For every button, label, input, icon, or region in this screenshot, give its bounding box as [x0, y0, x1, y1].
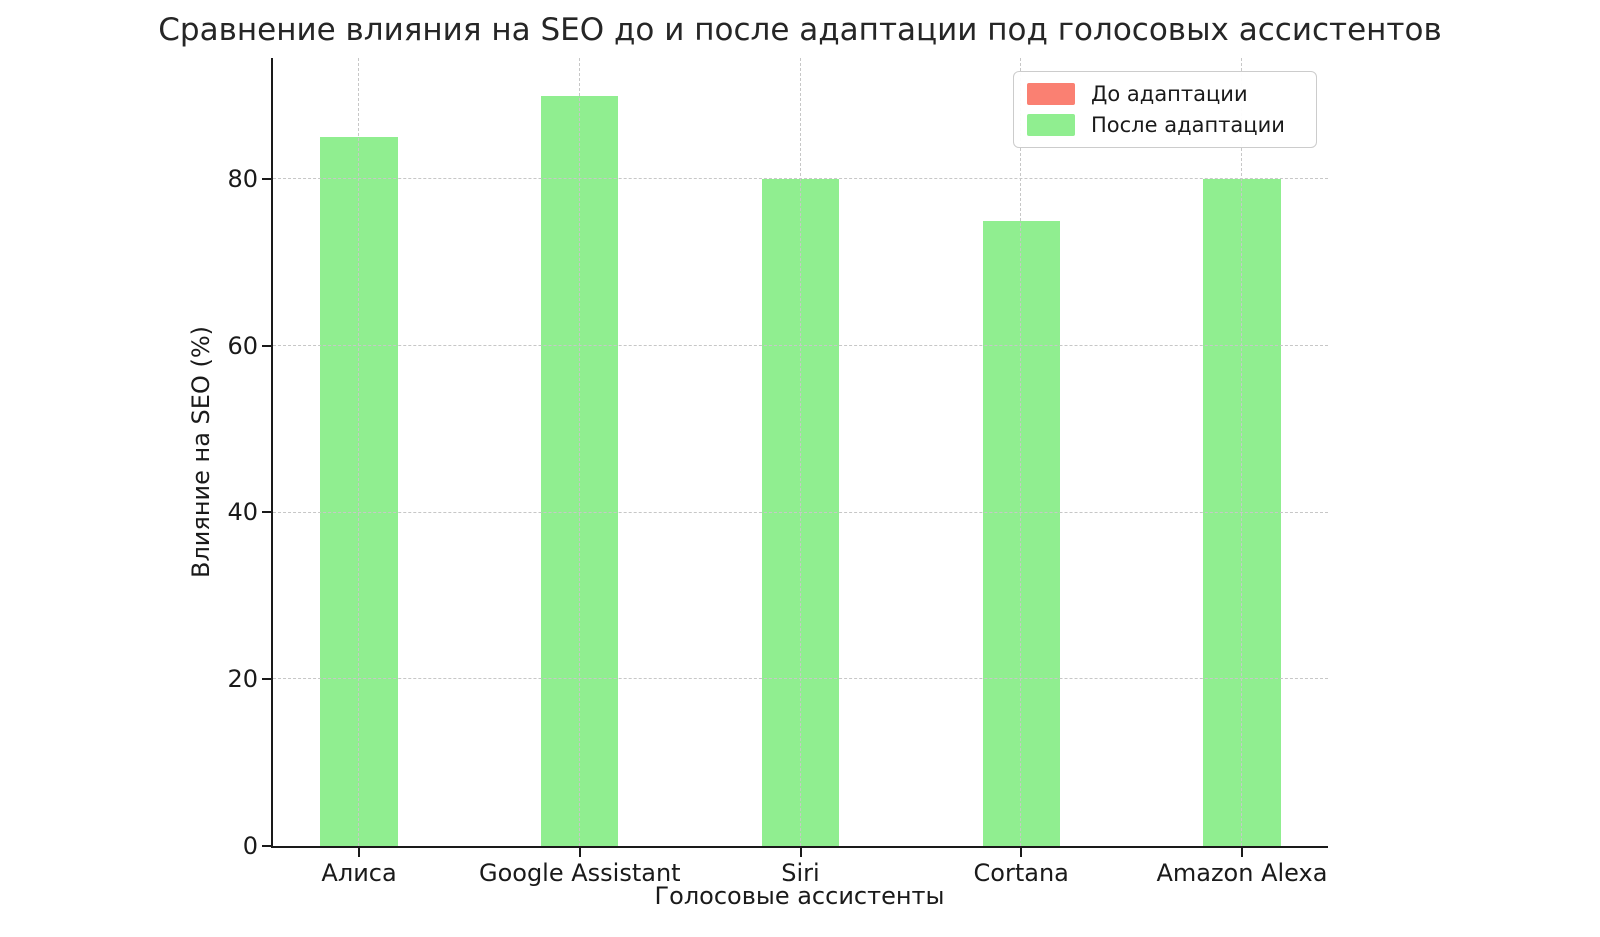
legend-item-before-adaptation: До адаптации [1027, 82, 1303, 106]
legend-swatch-after-adaptation-icon [1027, 113, 1075, 136]
y-tick-label-0: 0 [242, 832, 258, 860]
legend-item-after-adaptation: После адаптации [1027, 113, 1303, 137]
y-axis-label: Влияние на SEO (%) [187, 326, 215, 578]
x-tick-mark-5 [1240, 848, 1243, 857]
x-tick-label-2: Google Assistant [478, 859, 681, 887]
legend-swatch-before-adaptation-icon [1027, 83, 1075, 106]
y-tick-mark-80 [262, 177, 271, 180]
x-tick-label-4: Cortana [973, 859, 1069, 887]
y-tick-mark-20 [262, 678, 271, 681]
legend-label-after-adaptation: После адаптации [1091, 112, 1285, 137]
x-tick-mark-4 [1020, 848, 1023, 857]
gridline-x-5 [1241, 58, 1243, 846]
chart-title: Сравнение влияния на SEO до и после адап… [158, 12, 1442, 48]
gridline-x-1 [358, 58, 360, 846]
gridline-x-4 [1020, 58, 1022, 846]
x-tick-label-3: Siri [781, 859, 820, 887]
y-tick-mark-0 [262, 845, 271, 847]
x-axis-label: Голосовые ассистенты [654, 882, 945, 910]
x-tick-mark-2 [578, 848, 581, 857]
x-tick-mark-3 [799, 848, 802, 857]
gridline-x-2 [579, 58, 581, 846]
x-tick-label-5: Amazon Alexa [1156, 859, 1328, 887]
y-tick-mark-40 [262, 511, 271, 514]
plot-area: Алиса Google Assistant Siri Cortana Amazon A… [227, 58, 1328, 887]
gridline-x-3 [799, 58, 801, 846]
y-tick-label-20: 20 [227, 665, 258, 694]
y-tick-label-80: 80 [227, 164, 258, 193]
x-tick-mark-1 [358, 848, 361, 857]
x-tick-label-1: Алиса [321, 859, 397, 887]
y-tick-label-60: 60 [227, 331, 258, 360]
y-tick-label-40: 40 [227, 498, 258, 527]
legend-label-before-adaptation: До адаптации [1091, 82, 1248, 107]
y-tick-mark-60 [262, 344, 271, 347]
legend: До адаптации После адаптации [1013, 71, 1317, 148]
